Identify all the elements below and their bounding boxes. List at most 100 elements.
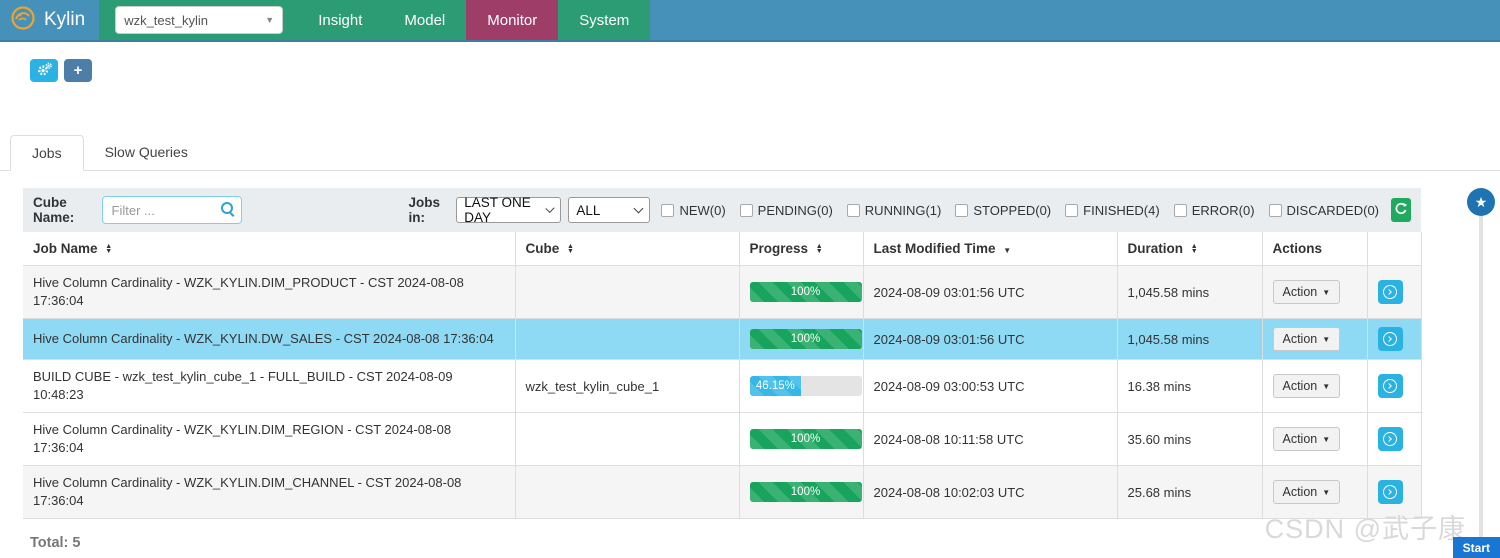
col-label: Cube bbox=[525, 241, 560, 256]
navbar-spacer bbox=[650, 0, 1500, 40]
cube-filter-wrap bbox=[101, 196, 242, 224]
action-dropdown-button[interactable]: Action ▼ bbox=[1272, 427, 1341, 451]
nav-item-system[interactable]: System bbox=[579, 11, 630, 29]
start-button[interactable]: Start bbox=[1452, 537, 1500, 558]
nav-item-model[interactable]: Model bbox=[404, 11, 446, 29]
tab-slow-queries[interactable]: Slow Queries bbox=[104, 144, 188, 160]
star-bookmark-button[interactable]: ★ bbox=[1467, 188, 1495, 216]
add-button[interactable]: + bbox=[64, 59, 92, 82]
star-icon: ★ bbox=[1474, 193, 1488, 210]
table-row[interactable]: Hive Column Cardinality - WZK_KYLIN.DIM_… bbox=[23, 265, 1422, 319]
checkbox-icon[interactable] bbox=[846, 203, 860, 217]
time-range-select[interactable]: LAST ONE DAY bbox=[456, 195, 562, 225]
checkbox-discarded[interactable]: DISCARDED(0) bbox=[1268, 203, 1379, 218]
project-select[interactable]: wzk_test_kylin ▼ bbox=[115, 6, 284, 34]
action-dropdown-button[interactable]: Action ▼ bbox=[1272, 480, 1341, 504]
cube-cell bbox=[515, 412, 740, 466]
last-modified-cell: 2024-08-09 03:01:56 UTC bbox=[863, 318, 1118, 360]
expand-job-button[interactable] bbox=[1377, 480, 1403, 504]
col-header-progress[interactable]: Progress ▲ ▼ bbox=[739, 232, 864, 266]
progress-bar-fill: 100% bbox=[749, 429, 862, 449]
chevron-right-circle-icon bbox=[1383, 432, 1397, 446]
expand-cell bbox=[1367, 359, 1422, 413]
duration-cell: 1,045.58 mins bbox=[1117, 265, 1263, 319]
checkbox-icon[interactable] bbox=[1268, 203, 1282, 217]
progress-bar-fill: 46.15% bbox=[749, 376, 802, 396]
checkbox-label: RUNNING(1) bbox=[864, 202, 942, 218]
checkbox-running[interactable]: RUNNING(1) bbox=[846, 202, 942, 218]
caret-down-icon: ▼ bbox=[1322, 381, 1331, 391]
checkbox-icon[interactable] bbox=[661, 203, 675, 217]
checkbox-new[interactable]: NEW(0) bbox=[661, 203, 726, 218]
cube-filter-input[interactable] bbox=[101, 196, 242, 224]
progress-cell: 100% bbox=[739, 465, 864, 519]
sort-icon[interactable]: ▲ ▼ bbox=[105, 243, 113, 256]
jobs-filter-bar: Cube Name: Jobs in: LAST ONE DAY ALL NEW… bbox=[23, 188, 1421, 232]
last-modified-cell: 2024-08-08 10:02:03 UTC bbox=[863, 465, 1118, 519]
settings-gears-button[interactable] bbox=[30, 59, 58, 82]
checkbox-pending[interactable]: PENDING(0) bbox=[739, 203, 833, 218]
progress-bar-fill: 100% bbox=[749, 482, 862, 502]
progress-bar-fill: 100% bbox=[749, 329, 862, 349]
action-dropdown-button[interactable]: Action ▼ bbox=[1272, 374, 1341, 398]
sort-desc-icon[interactable]: ▼ bbox=[1003, 246, 1012, 255]
col-header-duration[interactable]: Duration ▲ ▼ bbox=[1117, 232, 1263, 266]
chevron-down-icon bbox=[634, 203, 644, 213]
checkbox-label: ERROR(0) bbox=[1191, 202, 1255, 218]
col-header-last-modified[interactable]: Last Modified Time ▼ bbox=[863, 232, 1118, 266]
checkbox-icon[interactable] bbox=[739, 203, 753, 217]
checkbox-icon[interactable] bbox=[1065, 203, 1079, 217]
refresh-button[interactable] bbox=[1391, 198, 1411, 222]
col-header-job-name[interactable]: Job Name ▲ ▼ bbox=[23, 232, 516, 266]
checkbox-icon[interactable] bbox=[1173, 203, 1187, 217]
duration-cell: 1,045.58 mins bbox=[1117, 318, 1263, 360]
checkbox-stopped[interactable]: STOPPED(0) bbox=[955, 203, 1051, 218]
last-modified-cell: 2024-08-09 03:01:56 UTC bbox=[863, 265, 1118, 319]
col-header-expand bbox=[1367, 232, 1422, 266]
expand-job-button[interactable] bbox=[1377, 280, 1403, 304]
overlay-vertical-line bbox=[1479, 216, 1483, 545]
kylin-brand[interactable]: Kylin bbox=[0, 0, 99, 40]
expand-cell bbox=[1367, 265, 1422, 319]
cube-cell bbox=[515, 318, 740, 360]
status-select[interactable]: ALL bbox=[568, 197, 651, 223]
table-row[interactable]: Hive Column Cardinality - WZK_KYLIN.DIM_… bbox=[23, 465, 1422, 519]
time-range-value: LAST ONE DAY bbox=[464, 195, 531, 225]
col-header-cube[interactable]: Cube ▲ ▼ bbox=[515, 232, 740, 266]
search-icon[interactable] bbox=[220, 202, 235, 216]
table-row-selected[interactable]: Hive Column Cardinality - WZK_KYLIN.DW_S… bbox=[23, 318, 1422, 360]
expand-job-button[interactable] bbox=[1377, 374, 1403, 398]
navbar-green-section: wzk_test_kylin ▼ Insight Model Monitor S… bbox=[99, 0, 651, 40]
sort-icon[interactable]: ▲ ▼ bbox=[1190, 243, 1198, 256]
nav-item-monitor[interactable]: Monitor bbox=[466, 0, 559, 40]
progress-bar: 100% bbox=[749, 329, 862, 349]
progress-cell: 46.15% bbox=[739, 359, 864, 413]
checkbox-error[interactable]: ERROR(0) bbox=[1173, 202, 1255, 218]
refresh-icon bbox=[1394, 202, 1408, 219]
caret-down-icon: ▼ bbox=[1322, 334, 1331, 344]
cube-cell: wzk_test_kylin_cube_1 bbox=[515, 359, 740, 413]
action-dropdown-button[interactable]: Action ▼ bbox=[1272, 327, 1341, 351]
table-row[interactable]: Hive Column Cardinality - WZK_KYLIN.DIM_… bbox=[23, 412, 1422, 466]
actions-cell: Action ▼ bbox=[1262, 412, 1368, 466]
col-header-actions: Actions bbox=[1262, 232, 1368, 266]
duration-cell: 25.68 mins bbox=[1117, 465, 1263, 519]
col-label: Actions bbox=[1272, 241, 1323, 256]
expand-job-button[interactable] bbox=[1377, 327, 1403, 351]
table-row[interactable]: BUILD CUBE - wzk_test_kylin_cube_1 - FUL… bbox=[23, 359, 1422, 413]
last-modified-cell: 2024-08-08 10:11:58 UTC bbox=[863, 412, 1118, 466]
checkbox-finished[interactable]: FINISHED(4) bbox=[1065, 203, 1160, 218]
expand-cell bbox=[1367, 465, 1422, 519]
cube-name-label: Cube Name: bbox=[33, 195, 75, 225]
tab-jobs[interactable]: Jobs bbox=[10, 135, 84, 171]
progress-bar: 100% bbox=[749, 429, 862, 449]
chevron-right-circle-icon bbox=[1383, 332, 1397, 346]
sort-icon[interactable]: ▲ ▼ bbox=[815, 243, 823, 256]
sort-icon[interactable]: ▲ ▼ bbox=[567, 243, 574, 256]
job-name-cell: BUILD CUBE - wzk_test_kylin_cube_1 - FUL… bbox=[23, 359, 516, 413]
nav-item-insight[interactable]: Insight bbox=[318, 11, 363, 29]
expand-job-button[interactable] bbox=[1377, 427, 1403, 451]
action-dropdown-button[interactable]: Action ▼ bbox=[1272, 280, 1341, 304]
checkbox-icon[interactable] bbox=[955, 203, 969, 217]
total-count-label: Total: 5 bbox=[30, 535, 81, 551]
